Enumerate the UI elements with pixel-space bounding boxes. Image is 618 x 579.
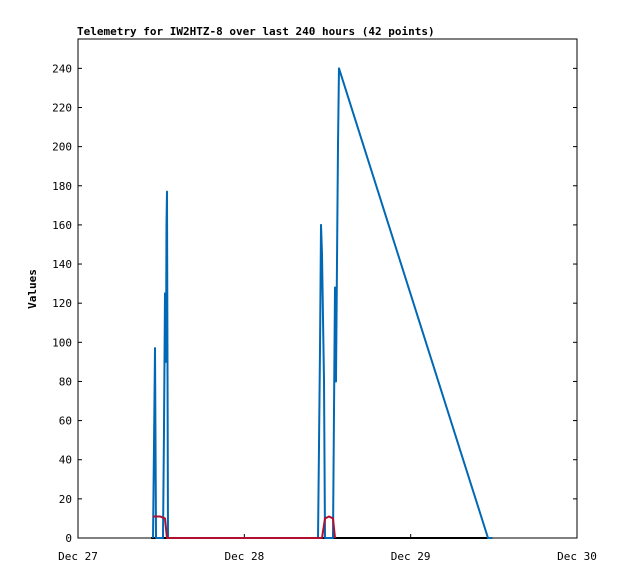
x-tick-label: Dec 30	[557, 550, 597, 563]
y-tick-label: 160	[52, 219, 72, 232]
y-tick-label: 200	[52, 141, 72, 154]
y-tick-label: 60	[59, 415, 72, 428]
data-line	[152, 67, 492, 539]
y-tick-label: 80	[59, 375, 72, 388]
chart-title: Telemetry for IW2HTZ-8 over last 240 hou…	[77, 25, 435, 38]
y-tick-label: 100	[52, 336, 72, 349]
y-tick-label: 0	[65, 532, 72, 545]
y-axis-label: Values	[26, 269, 39, 309]
x-tick-label: Dec 29	[391, 550, 431, 563]
y-tick-label: 20	[59, 493, 72, 506]
x-tick-label: Dec 27	[58, 550, 98, 563]
y-tick-label: 180	[52, 180, 72, 193]
x-tick-label: Dec 28	[224, 550, 264, 563]
y-tick-label: 240	[52, 62, 72, 75]
y-tick-label: 140	[52, 258, 72, 271]
y-tick-label: 220	[52, 101, 72, 114]
y-tick-label: 120	[52, 297, 72, 310]
y-tick-label: 40	[59, 454, 72, 467]
data-line	[153, 515, 336, 539]
